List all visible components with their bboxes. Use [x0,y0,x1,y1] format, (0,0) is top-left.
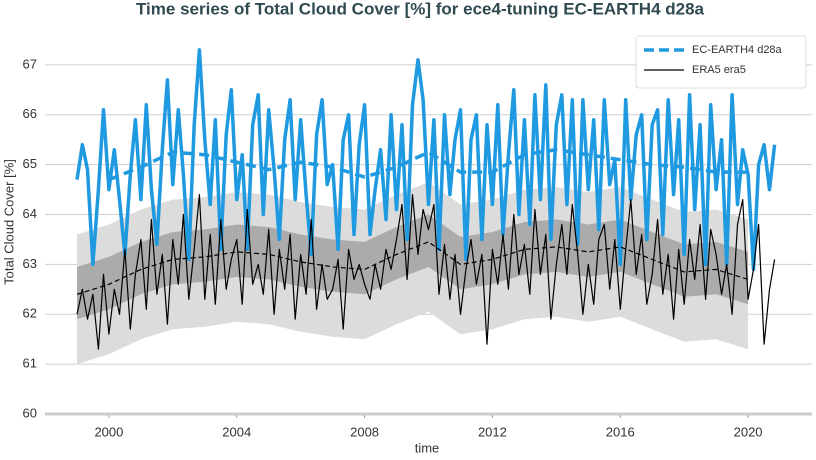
y-tick-label: 61 [23,356,37,371]
y-tick-label: 64 [23,206,37,221]
series-line [75,48,777,272]
x-axis-label: time [415,440,440,455]
y-tick-label: 60 [23,405,37,420]
y-tick-label: 67 [23,56,37,71]
x-tick-label: 2020 [734,424,763,439]
y-tick-label: 65 [23,156,37,171]
legend-label: EC-EARTH4 d28a [692,44,783,56]
y-tick-label: 63 [23,256,37,271]
x-tick-label: 2012 [478,424,507,439]
y-tick-label: 66 [23,106,37,121]
x-tick-label: 2004 [222,424,251,439]
smooth-line [76,241,749,295]
spread-band [77,214,749,320]
smooth-line [108,147,749,182]
y-axis-label: Total Cloud Cover [%] [1,159,16,285]
legend-label: ERA5 era5 [692,64,746,76]
legend: EC-EARTH4 d28a ERA5 era5 [635,35,807,89]
x-tick-label: 2008 [350,424,379,439]
x-tick-label: 2000 [94,424,123,439]
x-tick-label: 2016 [606,424,635,439]
chart-title: Time series of Total Cloud Cover [%] for… [136,0,705,18]
y-tick-label: 62 [23,306,37,321]
